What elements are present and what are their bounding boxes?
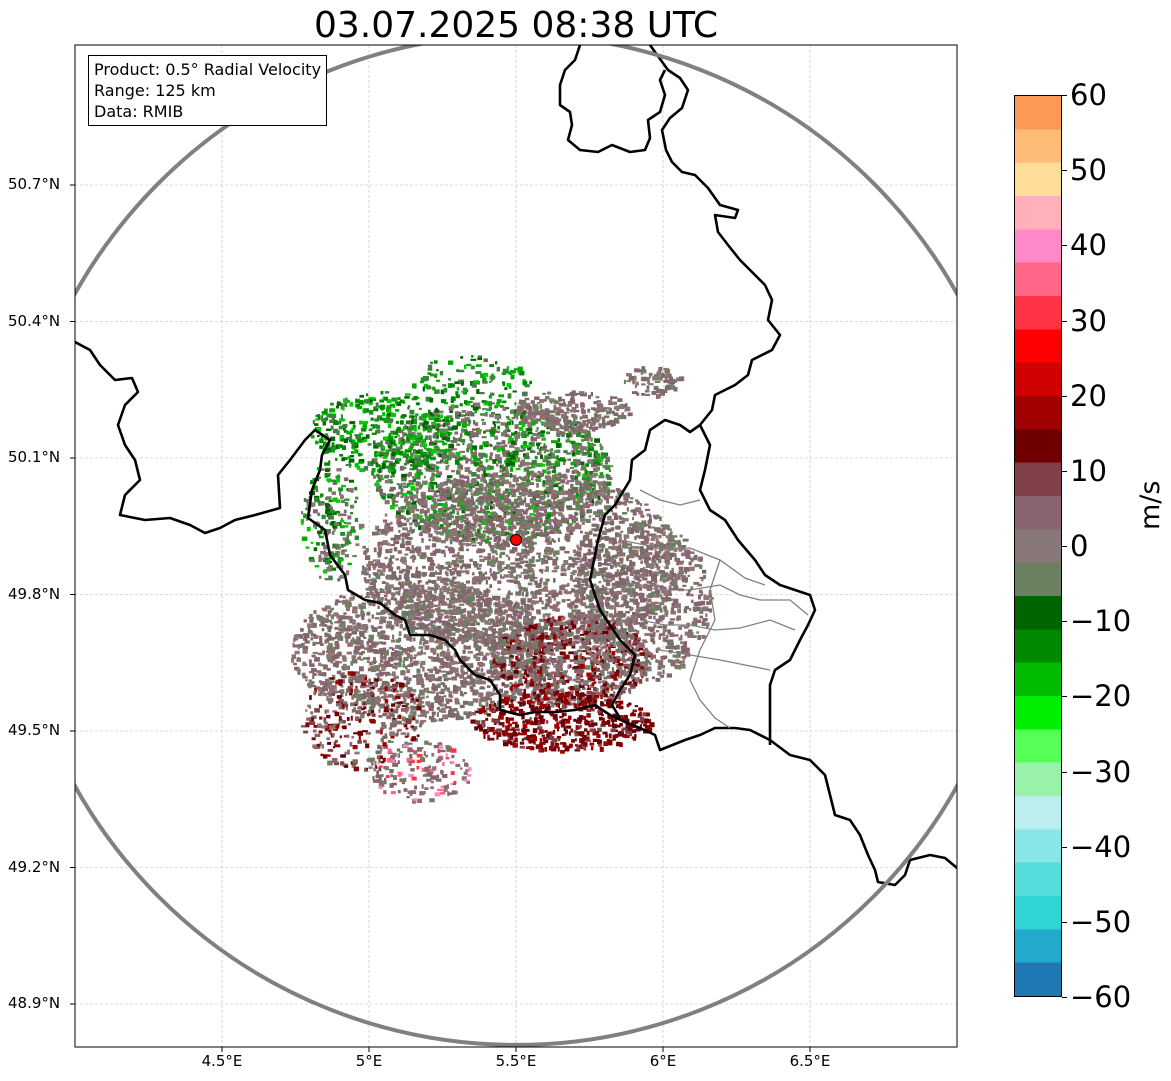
product-label: Product: 0.5° Radial Velocity — [94, 60, 322, 79]
colorbar-tick — [1062, 771, 1067, 773]
map-title: 03.07.2025 08:38 UTC — [313, 5, 719, 46]
radar-range-ring — [75, 45, 957, 1047]
colorbar-tick-label: −30 — [1070, 754, 1132, 789]
colorbar-tick-label: −60 — [1070, 980, 1132, 1014]
colorbar-tick — [1062, 95, 1067, 96]
map-gridlines — [75, 45, 957, 1047]
colorbar-tick-label: 0 — [1070, 529, 1089, 563]
colorbar-tick-label: 40 — [1070, 228, 1107, 263]
lon-tick-label: 6°E — [649, 1052, 677, 1070]
lat-tick-label: 50.7°N — [8, 175, 61, 193]
colorbar-tick-label: 50 — [1070, 153, 1107, 188]
velocity-colorbar — [1014, 95, 1062, 997]
range-label: Range: 125 km — [94, 81, 216, 100]
lat-tick-label: 49.5°N — [8, 721, 61, 739]
border-germany-east — [648, 45, 782, 426]
lon-tick-marks — [221, 1047, 811, 1052]
radar-site-marker — [510, 533, 522, 546]
colorbar-tick-label: −50 — [1070, 904, 1132, 939]
colorbar-tick-label: −40 — [1070, 829, 1132, 864]
colorbar-tick — [1062, 696, 1067, 698]
border-luxembourg — [588, 418, 817, 745]
colorbar-tick — [1062, 320, 1067, 322]
colorbar-tick — [1062, 921, 1067, 923]
border-belgium-luxembourg — [588, 579, 637, 719]
colorbar-tick-label: 30 — [1070, 303, 1107, 338]
lat-tick-label: 48.9°N — [8, 994, 61, 1012]
country-borders — [75, 45, 957, 887]
lon-tick-label: 4.5°E — [201, 1052, 243, 1070]
colorbar-tick — [1062, 170, 1067, 172]
lat-tick-marks — [70, 184, 75, 1005]
colorbar-unit-label: m/s — [1135, 480, 1166, 530]
radar-echoes — [291, 355, 714, 804]
lat-tick-label: 50.1°N — [8, 448, 61, 466]
district-borders — [604, 489, 809, 729]
colorbar-tick — [1062, 621, 1067, 623]
colorbar-tick — [1062, 470, 1067, 472]
colorbar-tick — [1062, 245, 1067, 247]
lon-tick-label: 6.5°E — [789, 1052, 831, 1070]
colorbar-tick-label: −10 — [1070, 604, 1132, 639]
product-info-box: Product: 0.5° Radial Velocity Range: 125… — [88, 55, 328, 126]
colorbar-tick — [1062, 846, 1067, 848]
border-belgium-france-west — [75, 340, 957, 887]
colorbar-tick-label: −20 — [1070, 679, 1132, 714]
colorbar-tick — [1062, 395, 1067, 397]
border-netherlands — [558, 45, 667, 154]
data-source-label: Data: RMIB — [94, 102, 184, 121]
colorbar-tick-label: 60 — [1070, 78, 1107, 112]
lon-tick-label: 5°E — [355, 1052, 383, 1070]
colorbar-tick — [1062, 997, 1067, 998]
lat-tick-label: 49.2°N — [8, 857, 61, 876]
lat-tick-label: 50.4°N — [8, 311, 61, 330]
lat-tick-label: 49.8°N — [8, 584, 61, 603]
colorbar-tick-label: 10 — [1070, 453, 1107, 488]
colorbar-tick-label: 20 — [1070, 378, 1107, 413]
colorbar-tick — [1062, 546, 1067, 547]
lon-tick-label: 5.5°E — [495, 1052, 537, 1070]
